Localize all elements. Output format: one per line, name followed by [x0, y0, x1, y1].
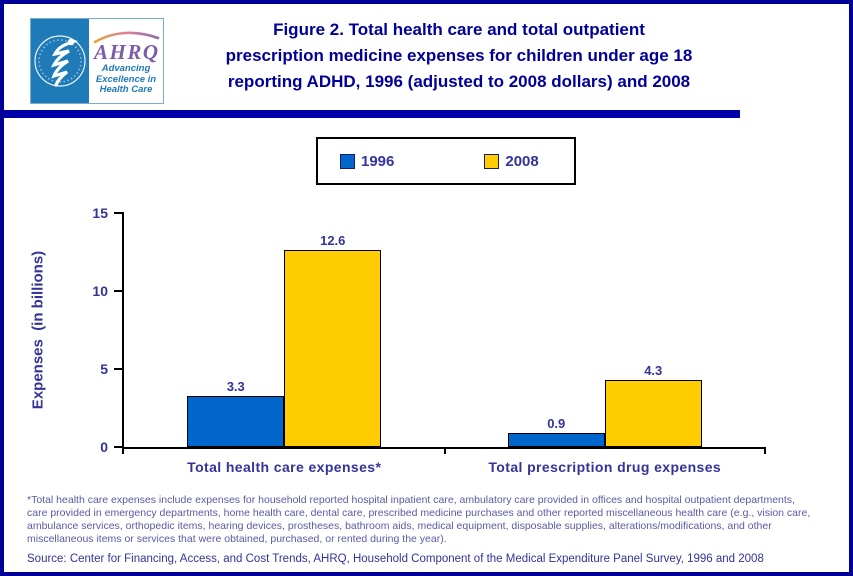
y-axis-title: Expenses (in billions): [29, 250, 47, 410]
y-axis-tick: [114, 290, 124, 292]
footnote-line-1: *Total health care expenses include expe…: [27, 494, 795, 506]
legend-label-2008: 2008: [505, 152, 539, 170]
legend-item-1996: 1996: [340, 153, 394, 170]
footnote-line-2: care provided in emergency departments, …: [27, 507, 811, 519]
y-axis-tick: [114, 368, 124, 370]
value-label: 3.3: [226, 378, 245, 394]
legend-item-2008: 2008: [484, 152, 539, 170]
bar-2008: [604, 379, 702, 447]
ahrq-wordmark-block: AHRQ Advancing Excellence in Health Care: [89, 19, 163, 103]
x-axis-tick: [122, 447, 124, 454]
value-label: 12.6: [320, 233, 346, 249]
bar-1996: [507, 432, 605, 447]
legend-swatch-1996: [340, 153, 355, 169]
figure-title-line-1: Figure 2. Total health care and total ou…: [273, 20, 645, 39]
header-divider: [4, 110, 740, 118]
y-axis-tick-label: 10: [92, 283, 108, 299]
hhs-seal-icon: [31, 19, 89, 103]
footnote: *Total health care expenses include expe…: [27, 494, 843, 546]
category-label: Total prescription drug expenses: [488, 459, 722, 475]
y-axis-tick-label: 5: [100, 361, 108, 377]
value-label: 0.9: [547, 415, 566, 431]
y-axis-tick: [114, 212, 124, 214]
y-axis-tick-label: 15: [92, 205, 108, 221]
footnote-line-4: miscellaneous items or services that wer…: [27, 533, 447, 545]
value-label: 4.3: [644, 362, 663, 378]
ahrq-swoosh-icon: AHRQ: [92, 31, 160, 64]
figure-title-line-2: prescription medicine expenses for child…: [225, 46, 693, 65]
bar-1996: [187, 395, 285, 447]
ahrq-tagline: Advancing Excellence in Health Care: [95, 62, 157, 96]
footnote-line-3: ambulance services, orthopedic items, he…: [27, 520, 772, 532]
ahrq-wordmark: AHRQ: [92, 40, 158, 64]
y-axis-tick-label: 0: [100, 439, 108, 455]
chart-legend: 1996 2008: [316, 137, 576, 185]
legend-swatch-2008: [484, 153, 500, 169]
bar-2008: [284, 250, 382, 447]
ahrq-logo: AHRQ Advancing Excellence in Health Care: [30, 18, 164, 104]
legend-label-1996: 1996: [361, 152, 395, 170]
y-axis-tick: [114, 446, 124, 448]
x-axis-tick: [443, 447, 446, 454]
plot-area: 0 5 10 15 3.3 12.6 Total health care expenses*…: [92, 205, 766, 475]
x-axis-tick: [764, 447, 766, 454]
figure-title: Figure 2. Total health care and total ou…: [170, 17, 748, 95]
figure-title-line-3: reporting ADHD, 1996 (adjusted to 2008 d…: [227, 72, 691, 91]
source-note: Source: Center for Financing, Access, an…: [27, 553, 764, 565]
category-label: Total health care expenses*: [187, 459, 382, 475]
